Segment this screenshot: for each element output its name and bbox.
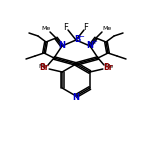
Text: Me: Me <box>102 26 112 31</box>
Text: Me: Me <box>104 64 114 69</box>
Text: N: N <box>73 93 79 102</box>
Text: F: F <box>84 24 88 33</box>
Text: B: B <box>74 36 80 45</box>
Text: Me: Me <box>38 64 48 69</box>
Text: Br: Br <box>39 64 49 73</box>
Text: +: + <box>91 39 97 45</box>
Text: Br: Br <box>103 64 113 73</box>
Text: F: F <box>64 24 68 33</box>
Text: N: N <box>86 40 93 50</box>
Text: N: N <box>59 40 66 50</box>
Text: Me: Me <box>41 26 51 31</box>
Text: −: − <box>78 34 84 40</box>
